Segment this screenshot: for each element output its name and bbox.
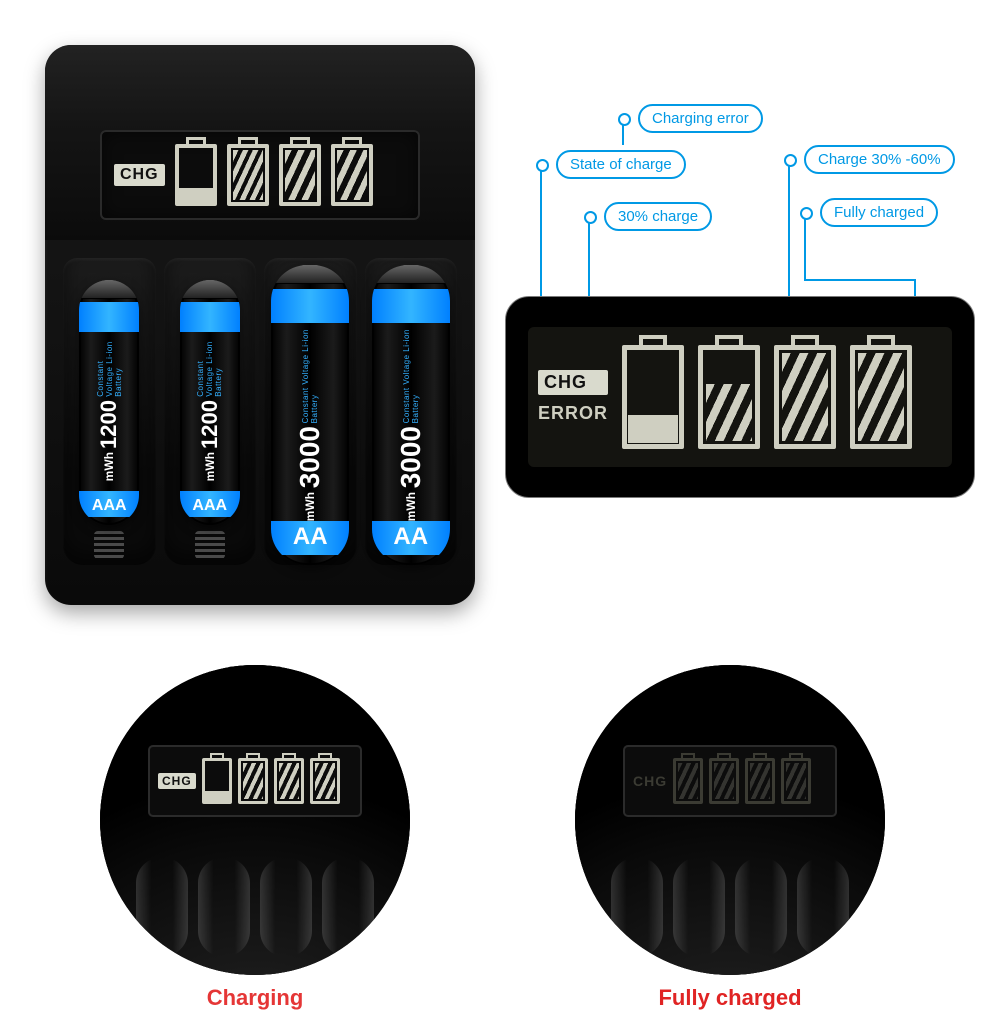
lcd-battery-icon (279, 144, 321, 206)
battery-size: AAA (180, 497, 240, 515)
battery-aaa: Constant Voltage Li-ion Battery 1200 mWh… (180, 280, 240, 525)
battery-size: AA (271, 523, 349, 551)
lcd-battery-icon (274, 758, 304, 804)
battery-aaa: Constant Voltage Li-ion Battery 1200 mWh… (79, 280, 139, 525)
battery-unit: mWh (404, 492, 418, 521)
battery-sidetext: Constant Voltage Li-ion Battery (402, 325, 420, 423)
battery-size: AA (372, 523, 450, 551)
lcd-battery-icon (745, 758, 775, 804)
caption-fully-charged: Fully charged (575, 985, 885, 1011)
lcd-chg-label: CHG (114, 164, 165, 186)
slot: Constant Voltage Li-ion Battery 3000 mWh… (264, 258, 357, 565)
lcd-battery-icon (781, 758, 811, 804)
spring-icon (195, 531, 225, 559)
slot: Constant Voltage Li-ion Battery 3000 mWh… (365, 258, 458, 565)
charger-slots: Constant Voltage Li-ion Battery 1200 mWh… (45, 240, 475, 605)
charger-lcd: CHG (100, 130, 420, 220)
lcd-chg-label: CHG (538, 370, 608, 395)
lcd-battery-icon (709, 758, 739, 804)
lcd-battery-icon (238, 758, 268, 804)
battery-capacity: 1200 (197, 400, 223, 449)
lcd-chg-label: CHG (633, 773, 667, 789)
leader-line (622, 125, 624, 145)
leader-dot (784, 154, 797, 167)
battery-sidetext: Constant Voltage Li-ion Battery (196, 340, 223, 397)
callout-charging-error: Charging error (638, 104, 763, 133)
lcd-battery-icon (673, 758, 703, 804)
leader-dot (536, 159, 549, 172)
callout-30-60: Charge 30% -60% (804, 145, 955, 174)
infographic-root: CHG Constant Voltage Li-ion Battery 1200… (0, 0, 1000, 1000)
lcd-battery-icon (698, 345, 760, 449)
battery-sidetext: Constant Voltage Li-ion Battery (301, 325, 319, 423)
battery-size: AAA (79, 497, 139, 515)
battery-capacity: 3000 (395, 426, 427, 488)
charger-closeup-charging: CHG (100, 665, 410, 975)
lcd-battery-icon (331, 144, 373, 206)
lcd-battery-icon (202, 758, 232, 804)
spring-icon (94, 531, 124, 559)
leader-dot (584, 211, 597, 224)
leader-line (804, 219, 806, 279)
slot: Constant Voltage Li-ion Battery 1200 mWh… (164, 258, 257, 565)
battery-unit: mWh (102, 452, 116, 481)
lcd-diagram-labels: CHG ERROR (538, 370, 608, 424)
lcd-battery-icon (622, 345, 684, 449)
battery-unit: mWh (303, 492, 317, 521)
lcd-battery-icon (310, 758, 340, 804)
charger: CHG Constant Voltage Li-ion Battery 1200… (45, 45, 475, 605)
battery-aa: Constant Voltage Li-ion Battery 3000 mWh… (271, 265, 349, 565)
charger-closeup-full: CHG (575, 665, 885, 975)
callout-state-of-charge: State of charge (556, 150, 686, 179)
leader-dot (800, 207, 813, 220)
battery-sidetext: Constant Voltage Li-ion Battery (96, 340, 123, 397)
mini-lcd: CHG (623, 745, 837, 817)
lcd-diagram: CHG ERROR (505, 296, 975, 498)
lcd-error-label: ERROR (538, 403, 608, 424)
lcd-battery-icon (774, 345, 836, 449)
lcd-battery-icon (175, 144, 217, 206)
battery-capacity: 1200 (96, 400, 122, 449)
lcd-chg-label: CHG (158, 773, 196, 789)
slot: Constant Voltage Li-ion Battery 1200 mWh… (63, 258, 156, 565)
charger-top-panel: CHG (45, 45, 475, 240)
battery-aa: Constant Voltage Li-ion Battery 3000 mWh… (372, 265, 450, 565)
callout-30-charge: 30% charge (604, 202, 712, 231)
caption-charging: Charging (100, 985, 410, 1011)
state-charging: CHG Charging (100, 665, 410, 1011)
battery-unit: mWh (203, 452, 217, 481)
leader-line (804, 279, 914, 281)
lcd-battery-icon (227, 144, 269, 206)
leader-dot (618, 113, 631, 126)
battery-capacity: 3000 (294, 426, 326, 488)
mini-lcd: CHG (148, 745, 362, 817)
state-fully-charged: CHG Fully charged (575, 665, 885, 1011)
lcd-battery-icon (850, 345, 912, 449)
callout-fully-charged: Fully charged (820, 198, 938, 227)
